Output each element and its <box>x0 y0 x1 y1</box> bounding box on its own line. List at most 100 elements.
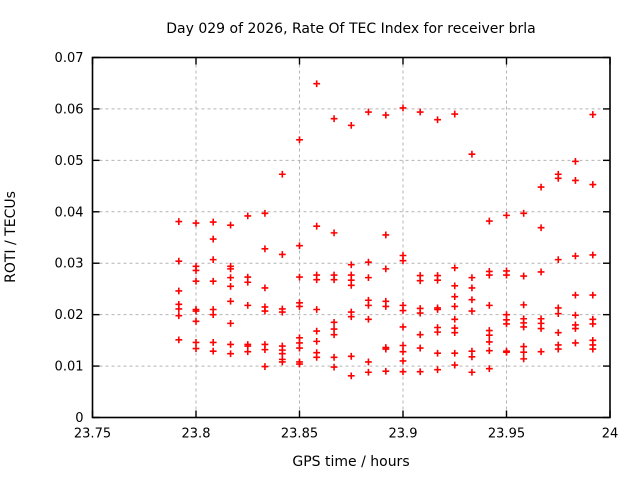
scatter-point <box>296 360 303 368</box>
scatter-point <box>313 222 321 230</box>
scatter-point <box>451 361 459 369</box>
scatter-point <box>468 296 476 304</box>
scatter-point <box>451 110 459 118</box>
scatter-point <box>572 339 579 347</box>
scatter-point <box>520 209 528 217</box>
scatter-point <box>347 261 355 269</box>
scatter-point <box>175 305 183 313</box>
scatter-point <box>572 252 579 260</box>
scatter-point <box>296 242 303 250</box>
scatter-point <box>330 276 338 284</box>
scatter-point <box>209 256 217 264</box>
scatter-point <box>244 348 252 356</box>
scatter-point <box>365 258 372 266</box>
scatter-point <box>209 218 217 226</box>
scatter-point <box>434 306 441 313</box>
x-tick-label: 24 <box>602 427 619 442</box>
scatter-point <box>554 345 562 353</box>
scatter-point <box>313 80 321 88</box>
scatter-point <box>278 358 286 366</box>
scatter-point <box>416 331 424 339</box>
scatter-point <box>537 268 545 276</box>
scatter-point <box>485 331 493 339</box>
scatter-point <box>296 303 303 310</box>
scatter-point <box>382 111 390 119</box>
scatter-point <box>227 341 234 348</box>
scatter-point <box>520 348 528 356</box>
scatter-point <box>227 297 234 305</box>
scatter-point <box>589 345 597 353</box>
scatter-point <box>278 170 286 178</box>
scatter-point <box>209 277 217 285</box>
scatter-point <box>589 111 597 118</box>
scatter-point <box>503 348 510 356</box>
scatter-point <box>330 115 338 123</box>
scatter-point <box>365 301 372 309</box>
scatter-point <box>192 277 200 285</box>
scatter-point <box>434 366 441 374</box>
scatter-point <box>399 348 407 356</box>
scatter-point <box>554 174 562 182</box>
scatter-point <box>451 264 459 272</box>
scatter-point <box>520 272 528 280</box>
x-tick-label: 23.85 <box>281 427 318 442</box>
scatter-point <box>537 183 545 191</box>
scatter-point <box>192 267 200 274</box>
scatter-point <box>192 345 200 352</box>
scatter-point <box>468 368 476 376</box>
scatter-point <box>330 331 338 339</box>
scatter-point <box>192 219 200 227</box>
scatter-point <box>347 121 355 129</box>
scatter-point <box>365 368 372 376</box>
scatter-point <box>485 217 493 225</box>
scatter-point <box>554 256 562 264</box>
scatter-point <box>451 293 459 301</box>
scatter-point <box>313 276 321 284</box>
scatter-point <box>175 218 183 225</box>
scatter-point <box>589 291 597 299</box>
scatter-point <box>209 347 217 355</box>
scatter-point <box>485 271 493 279</box>
x-tick-label: 23.8 <box>182 427 211 442</box>
scatter-point <box>261 346 269 354</box>
data-points <box>175 80 597 380</box>
scatter-point <box>520 323 528 331</box>
y-tick-label: 0.07 <box>55 51 84 66</box>
chart-title: Day 029 of 2026, Rate Of TEC Index for r… <box>166 21 535 37</box>
scatter-point <box>451 303 459 310</box>
scatter-point <box>365 358 372 366</box>
scatter-point <box>520 355 528 363</box>
scatter-point <box>572 311 579 319</box>
scatter-point <box>296 344 303 352</box>
scatter-point <box>589 320 597 328</box>
scatter-point <box>503 271 510 279</box>
scatter-point <box>451 349 459 357</box>
scatter-point <box>365 108 372 116</box>
scatter-point <box>537 325 545 332</box>
scatter-point <box>399 357 407 365</box>
scatter-point <box>261 209 269 217</box>
scatter-point <box>485 347 493 355</box>
scatter-point <box>192 317 200 325</box>
y-tick-label: 0.06 <box>55 102 84 117</box>
scatter-point <box>278 308 286 316</box>
scatter-point <box>554 329 562 337</box>
scatter-point <box>399 368 407 376</box>
y-axis-label: ROTI / TECUs <box>3 191 19 283</box>
tick-labels: 0 0.01 0.02 0.03 0.04 0.05 0.06 0.07 23.75 23.8 23… <box>55 51 619 442</box>
scatter-point <box>244 278 252 286</box>
scatter-point <box>537 348 545 356</box>
scatter-point <box>468 307 476 315</box>
scatter-point <box>399 307 407 314</box>
y-tick-label: 0.05 <box>55 154 84 169</box>
scatter-point <box>192 307 200 315</box>
scatter-point <box>416 309 424 317</box>
scatter-point <box>227 274 234 282</box>
scatter-point <box>313 306 321 313</box>
scatter-point <box>572 291 579 299</box>
scatter-point <box>451 315 459 323</box>
scatter-point <box>434 328 441 336</box>
scatter-point <box>434 276 441 284</box>
